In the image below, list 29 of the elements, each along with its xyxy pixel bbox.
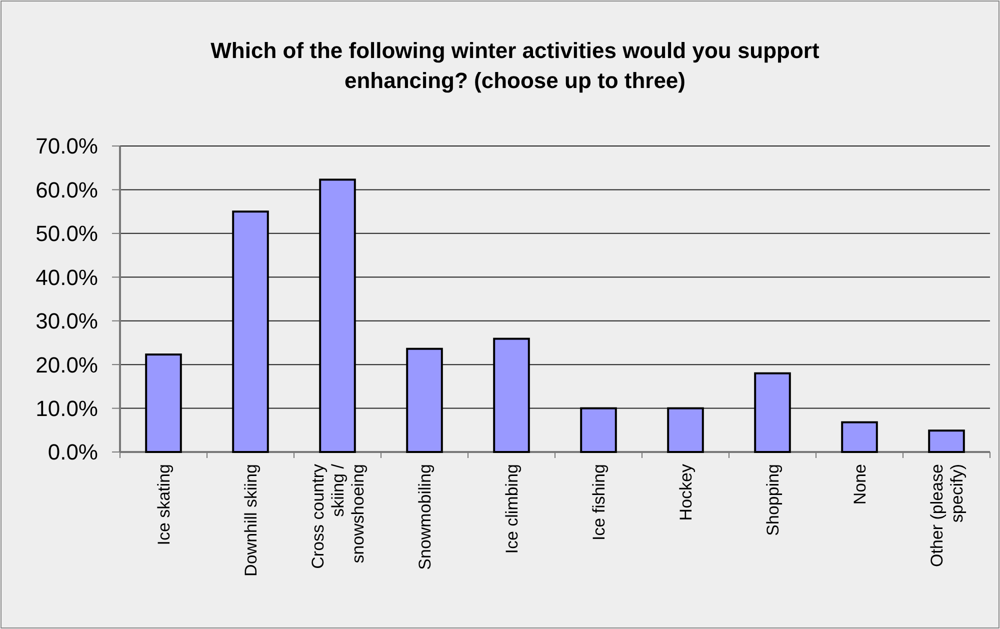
y-tick-label: 50.0% (36, 221, 98, 246)
y-tick-label: 20.0% (36, 352, 98, 378)
y-tick-label: 30.0% (36, 308, 98, 334)
bar (406, 348, 443, 453)
x-tick-label: None (850, 464, 870, 505)
bar (754, 372, 791, 453)
x-tick-label: Other (please specify) (927, 464, 966, 567)
bar (319, 178, 356, 453)
y-tick-label: 40.0% (36, 264, 98, 290)
x-tick-label: Ice skating (154, 464, 174, 546)
bar (841, 421, 878, 453)
x-tick-label: Downhill skiing (241, 464, 260, 576)
x-tick-label: Hockey (676, 464, 696, 521)
bar (580, 407, 617, 453)
x-tick-label: Ice fishing (589, 464, 608, 541)
y-tick-label: 10.0% (36, 396, 98, 421)
bar (232, 210, 269, 453)
bar (493, 338, 530, 453)
x-tick-label: Ice climbing (502, 464, 522, 554)
y-tick-label: 60.0% (36, 177, 98, 202)
bar (928, 430, 965, 453)
x-tick-label: Cross country skiing / snowshoeing (308, 464, 368, 569)
chart-title: Which of the following winter activities would you support enhancing? (choose up to three) (210, 38, 820, 93)
y-tick-label: 70.0% (36, 134, 98, 159)
bar (145, 354, 182, 453)
x-tick-label: Shopping (763, 464, 782, 536)
x-tick-label: Snowmobiling (415, 464, 434, 570)
y-tick-label: 0.0% (48, 440, 98, 465)
bar (667, 407, 704, 453)
